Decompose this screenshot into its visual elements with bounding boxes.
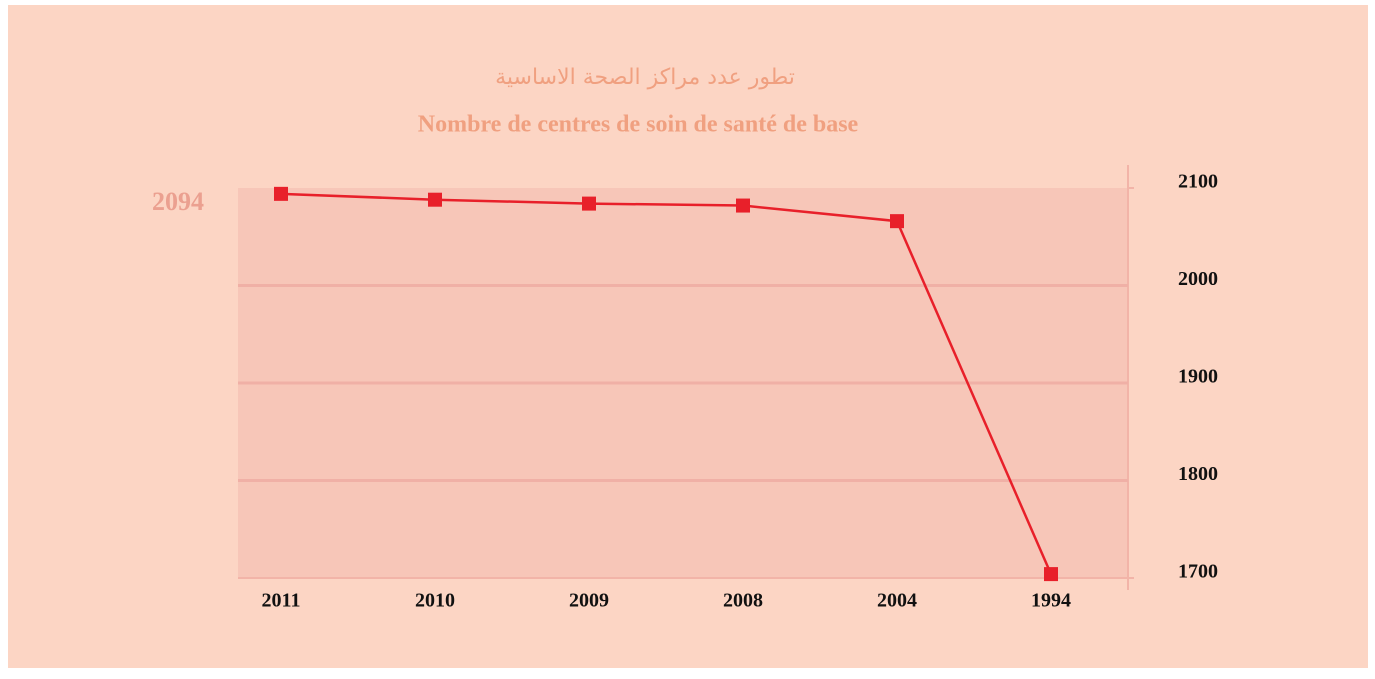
annotation: 2094: [152, 187, 204, 216]
chart-subtitle: Nombre de centres de soin de santé de ba…: [418, 112, 859, 138]
y-tick-label: 1900: [1178, 366, 1218, 388]
y-tick-label: 1700: [1178, 561, 1218, 583]
x-tick-label: 1994: [1031, 590, 1071, 612]
chart-title: تطور عدد مراكز الصحة الاساسية: [495, 65, 795, 90]
marker: [428, 192, 442, 207]
y-tick-label: 2100: [1178, 171, 1218, 193]
x-tick-label: 2008: [723, 590, 763, 612]
x-tick-label: 2010: [415, 590, 455, 612]
x-tick-label: 2009: [569, 590, 609, 612]
line: [280, 192, 1053, 575]
marker: [274, 186, 288, 201]
y-tick-label: 2000: [1178, 268, 1218, 290]
x-tick-label: 2004: [877, 590, 917, 612]
marker: [582, 196, 596, 211]
marker: [736, 198, 750, 213]
marker: [890, 214, 904, 229]
y-tick-label: 1800: [1178, 463, 1218, 485]
marker: [1044, 567, 1058, 582]
x-tick-label: 2011: [262, 590, 301, 612]
